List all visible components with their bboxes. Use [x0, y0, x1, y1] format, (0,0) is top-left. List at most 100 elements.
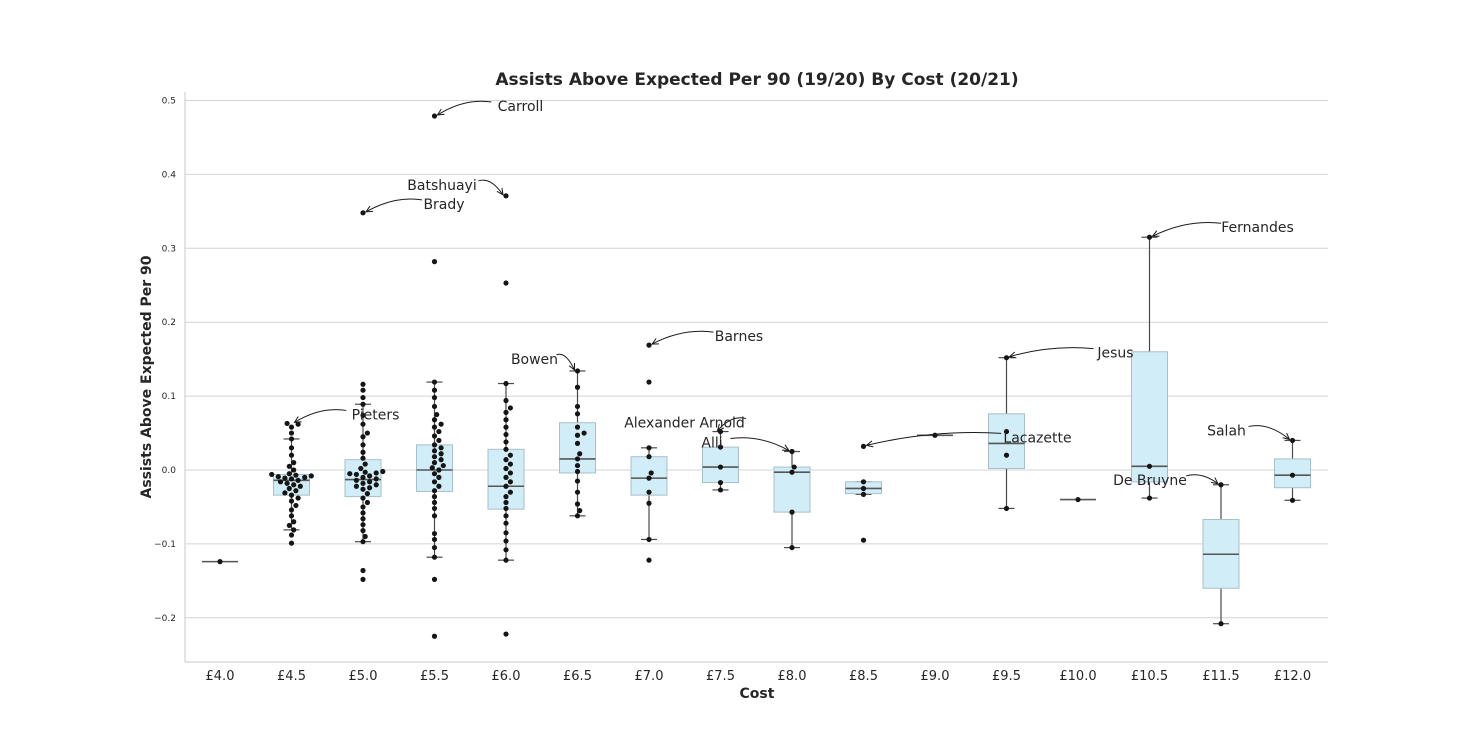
data-point	[373, 470, 379, 476]
data-point	[362, 469, 368, 475]
annotation-label: Pieters	[352, 407, 400, 423]
data-point	[373, 476, 379, 482]
data-point	[293, 502, 299, 509]
x-tick-label: £11.5	[1202, 669, 1239, 684]
data-point	[431, 530, 438, 537]
annotation-label: Brady	[423, 197, 464, 213]
x-tick-label: £4.0	[206, 669, 235, 684]
data-point	[438, 421, 444, 427]
y-tick-label: 0.5	[162, 97, 176, 107]
data-point	[360, 455, 366, 461]
data-point	[431, 479, 438, 485]
x-tick-label: £8.0	[778, 669, 807, 684]
data-point	[574, 513, 581, 519]
data-point	[288, 513, 295, 519]
data-point	[360, 474, 366, 480]
box-group	[1274, 439, 1311, 501]
data-point	[288, 498, 295, 504]
data-point	[275, 474, 281, 480]
data-point	[436, 467, 442, 473]
data-point	[431, 633, 438, 639]
x-tick-label: £12.0	[1274, 669, 1311, 684]
data-point	[431, 494, 438, 500]
data-point	[577, 508, 583, 514]
data-point	[353, 477, 359, 483]
x-tick-label: £10.5	[1131, 669, 1168, 684]
data-point	[1003, 452, 1010, 458]
data-point	[503, 547, 509, 553]
data-point	[291, 467, 297, 473]
data-point	[507, 470, 513, 476]
annotations: Carroll Batshuayi Brady Fernandes Barnes Jesu…	[293, 99, 1294, 489]
data-point	[431, 394, 438, 401]
annotation-arrowhead	[1151, 230, 1160, 237]
data-point	[1218, 482, 1224, 488]
data-point	[503, 439, 509, 445]
data-point	[646, 342, 652, 348]
annotation-arrow	[717, 417, 747, 431]
x-tick-label: £8.5	[849, 669, 878, 684]
data-point	[431, 544, 438, 551]
data-point	[431, 554, 438, 560]
data-point	[503, 520, 509, 526]
data-point	[646, 489, 652, 495]
data-point	[503, 457, 509, 463]
y-axis-label: Assists Above Expected Per 90	[139, 255, 155, 498]
data-point	[789, 544, 795, 551]
data-point	[431, 536, 438, 543]
x-axis-label: Cost	[740, 686, 775, 702]
data-point	[291, 527, 297, 533]
data-point	[367, 485, 373, 491]
data-point	[364, 491, 370, 497]
data-point	[1075, 496, 1081, 503]
data-point	[860, 485, 867, 492]
data-point	[438, 451, 444, 457]
data-point	[646, 557, 652, 563]
data-point	[436, 437, 442, 444]
data-point	[574, 432, 581, 438]
box-group	[1202, 484, 1240, 625]
data-point	[1218, 621, 1224, 627]
data-point	[431, 442, 438, 448]
annotation-arrow	[1152, 221, 1222, 237]
data-point	[431, 433, 438, 439]
x-tick-label: £10.0	[1059, 669, 1096, 684]
data-point	[288, 507, 295, 513]
annotation-arrowhead	[865, 440, 874, 448]
y-tick-label: 0.1	[162, 392, 176, 402]
data-point	[431, 460, 438, 466]
data-point	[293, 488, 299, 494]
data-point	[436, 428, 442, 435]
data-point	[791, 464, 797, 470]
data-point	[860, 537, 867, 543]
data-point	[291, 482, 297, 488]
data-point	[353, 483, 359, 489]
annotation: Barnes	[650, 329, 763, 345]
annotation-label: Lacazette	[1003, 430, 1071, 446]
data-point	[353, 471, 359, 478]
data-point	[431, 424, 438, 430]
data-point	[286, 463, 292, 469]
data-point	[362, 461, 368, 467]
data-point	[1289, 437, 1296, 444]
data-point	[431, 113, 438, 119]
data-point	[574, 368, 581, 374]
data-point	[436, 474, 442, 480]
data-point	[293, 472, 299, 478]
data-point	[431, 576, 438, 582]
annotation-arrowhead	[436, 108, 445, 116]
data-point	[360, 539, 366, 545]
data-point	[360, 210, 366, 216]
data-point	[440, 462, 446, 469]
data-point	[269, 471, 275, 478]
data-point	[347, 471, 353, 477]
annotation-arrow	[1186, 474, 1219, 485]
annotation-arrowhead	[1008, 351, 1017, 359]
y-tick-label: 0.0	[162, 466, 177, 476]
data-point	[1289, 472, 1296, 478]
data-point	[574, 489, 581, 495]
data-point	[284, 420, 290, 427]
annotation-arrowhead	[650, 338, 660, 345]
data-point	[360, 381, 366, 387]
data-point	[288, 476, 295, 482]
